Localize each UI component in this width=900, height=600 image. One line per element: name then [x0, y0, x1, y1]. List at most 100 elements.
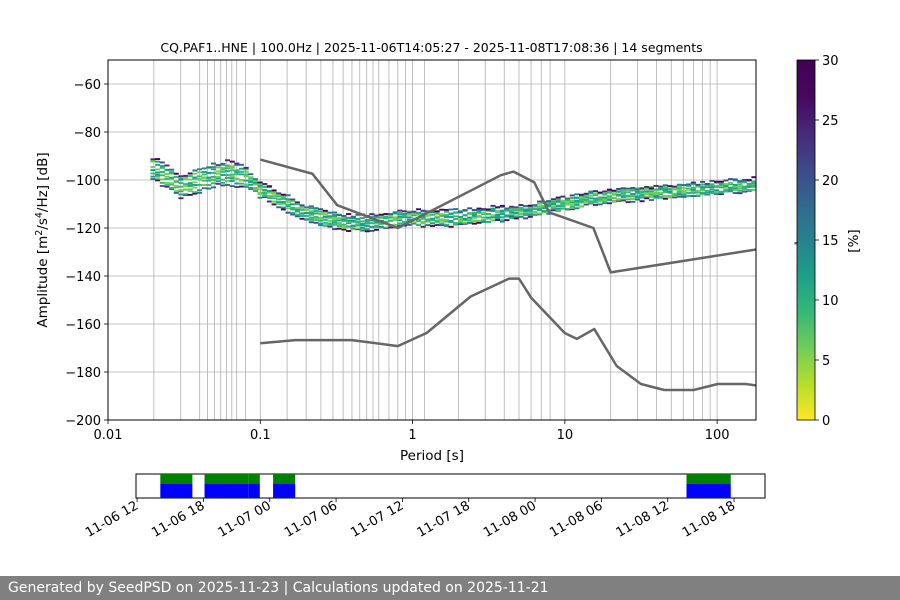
psd-density-cell	[662, 195, 668, 198]
psd-density-cell	[234, 186, 240, 188]
psd-density-cell	[355, 227, 361, 230]
psd-density-cell	[653, 196, 659, 199]
timeline-tick-label: 11-07 12	[348, 498, 406, 540]
psd-density-cell	[546, 212, 552, 215]
psd-density-cell	[285, 194, 291, 197]
psd-density-cell	[667, 187, 673, 190]
psd-density-cell	[378, 216, 384, 219]
psd-density-cell	[169, 172, 175, 175]
psd-density-cell	[644, 187, 650, 190]
psd-density-cell	[206, 166, 212, 169]
psd-density-cell	[374, 226, 380, 228]
psd-density-cell	[537, 212, 543, 215]
psd-density-cell	[248, 187, 254, 189]
psd-density-cell	[704, 193, 710, 196]
psd-density-cell	[308, 212, 314, 214]
psd-density-cell	[523, 208, 529, 211]
psd-density-cell	[169, 188, 175, 190]
psd-density-cell	[662, 187, 668, 190]
psd-density-cell	[471, 219, 477, 222]
psd-density-cell	[374, 221, 380, 224]
psd-density-cell	[318, 216, 324, 219]
psd-density-cell	[602, 200, 608, 203]
x-tick-label: 0.01	[94, 428, 123, 443]
psd-density-cell	[728, 190, 734, 193]
psd-density-cell	[364, 219, 370, 222]
psd-density-cell	[518, 212, 524, 215]
psd-density-cell	[364, 220, 370, 223]
psd-density-cell	[457, 221, 463, 224]
psd-density-cell	[481, 213, 487, 216]
psd-density-cell	[700, 193, 706, 196]
psd-density-cell	[322, 211, 328, 214]
psd-density-cell	[243, 185, 249, 188]
psd-density-cell	[537, 200, 543, 203]
psd-density-cell	[346, 216, 352, 219]
psd-density-cell	[420, 212, 426, 215]
psd-density-cell	[490, 219, 496, 222]
psd-density-cell	[155, 177, 161, 180]
psd-density-cell	[439, 224, 445, 227]
colorbar-tick-label: 30	[822, 54, 839, 69]
psd-density-cell	[462, 217, 468, 220]
psd-density-cell	[485, 213, 491, 215]
psd-density-cell	[504, 210, 510, 212]
psd-density-cell	[583, 193, 589, 196]
psd-density-cell	[173, 172, 179, 175]
psd-density-cell	[206, 178, 212, 181]
psd-density-cell	[653, 188, 659, 191]
psd-density-cell	[588, 192, 594, 195]
psd-density-cell	[751, 188, 757, 191]
psd-density-cell	[169, 182, 175, 185]
psd-density-cell	[495, 206, 501, 209]
psd-density-cell	[336, 227, 342, 230]
psd-density-cell	[155, 158, 161, 160]
psd-density-cell	[481, 219, 487, 222]
psd-density-cell	[388, 213, 394, 216]
psd-density-cell	[588, 200, 594, 203]
psd-density-cell	[732, 178, 738, 181]
psd-density-cell	[224, 184, 231, 186]
psd-density-cell	[499, 219, 505, 222]
psd-density-cell	[434, 215, 440, 218]
psd-density-cell	[262, 195, 268, 197]
psd-density-cell	[704, 183, 710, 185]
psd-density-cell	[322, 218, 328, 221]
psd-density-cell	[243, 168, 249, 171]
psd-density-cell	[532, 208, 538, 211]
psd-density-cell	[252, 178, 258, 181]
psd-density-cell	[443, 215, 449, 218]
psd-density-cell	[653, 191, 659, 194]
psd-density-cell	[527, 207, 533, 210]
timeline-segment-lower	[160, 484, 193, 498]
psd-density-cell	[280, 193, 286, 196]
psd-density-cell	[220, 178, 226, 181]
psd-density-cell	[695, 194, 701, 197]
psd-density-cell	[723, 184, 729, 187]
psd-density-cell	[308, 210, 314, 213]
psd-density-cell	[448, 212, 454, 215]
psd-density-cell	[164, 185, 170, 188]
timeline-segment-upper	[204, 474, 249, 484]
psd-density-cell	[178, 178, 184, 181]
psd-density-cell	[481, 216, 487, 219]
psd-density-cell	[471, 211, 477, 214]
psd-density-cell	[262, 191, 268, 194]
psd-density-cell	[243, 170, 249, 173]
psd-density-cell	[532, 211, 538, 214]
psd-density-cell	[569, 203, 575, 206]
psd-density-cell	[257, 185, 263, 188]
psd-density-cell	[592, 194, 599, 197]
psd-density-cell	[439, 218, 445, 221]
psd-density-cell	[374, 214, 380, 217]
psd-density-cell	[206, 184, 212, 186]
psd-density-cell	[606, 189, 612, 192]
psd-density-cell	[574, 201, 580, 204]
psd-density-cell	[667, 190, 673, 193]
psd-density-cell	[467, 218, 473, 221]
psd-density-cell	[392, 216, 398, 219]
psd-density-cell	[280, 201, 286, 203]
psd-density-cell	[397, 222, 403, 225]
psd-density-cell	[527, 204, 533, 207]
psd-density-cell	[271, 190, 277, 193]
